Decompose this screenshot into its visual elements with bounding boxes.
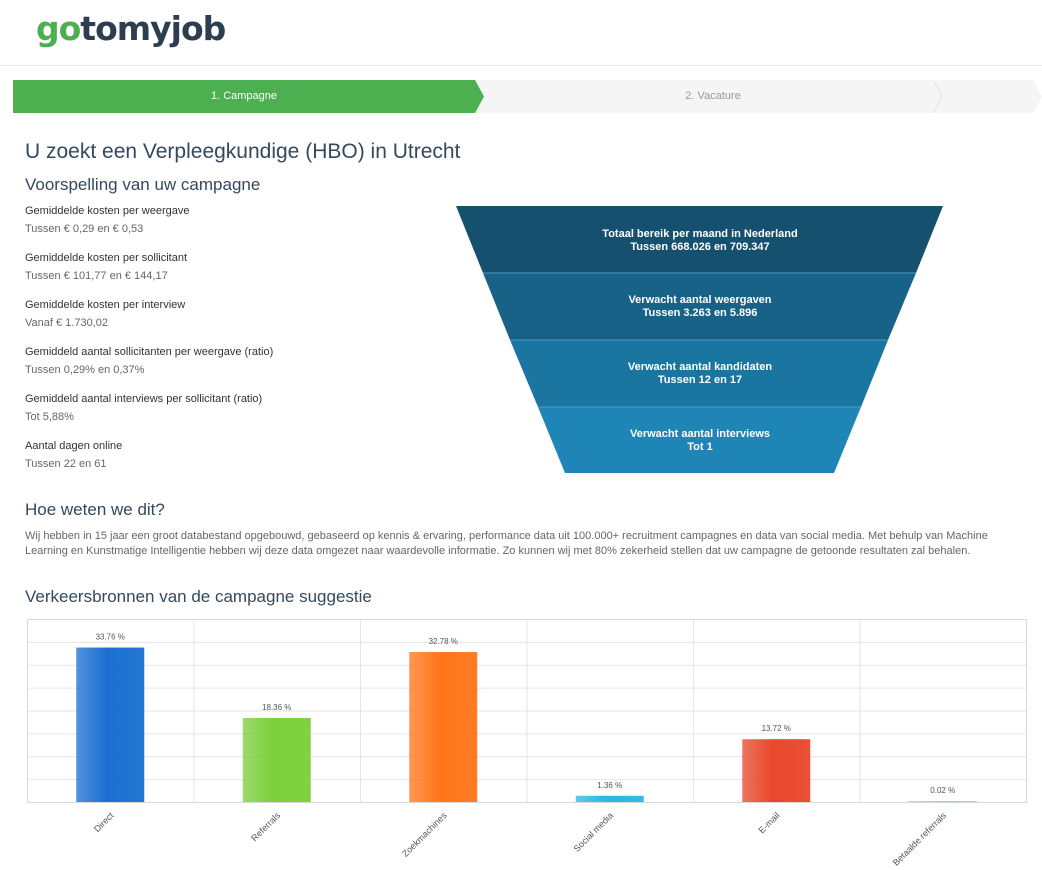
data-label: 32.78 %: [429, 637, 458, 646]
data-label: 18.36 %: [262, 703, 291, 712]
step-vacature[interactable]: 2. Vacature: [685, 90, 741, 102]
stat-label: Gemiddeld aantal sollicitanten per weerg…: [25, 346, 274, 358]
traffic-heading: Verkeersbronnen van de campagne suggesti…: [25, 587, 372, 606]
stat-applicants-ratio: Gemiddeld aantal sollicitanten per weerg…: [25, 346, 425, 376]
stat-interviews-ratio: Gemiddeld aantal interviews per sollicit…: [25, 393, 425, 423]
stat-label: Gemiddelde kosten per sollicitant: [25, 252, 188, 264]
step-campagne[interactable]: 1. Campagne: [210, 90, 278, 102]
stat-label: Gemiddelde kosten per weergave: [25, 205, 190, 217]
x-tick-label: Social media: [572, 810, 616, 854]
stat-value: Tussen € 101,77 en € 144,17: [25, 270, 168, 282]
progress-steps: 1. Campagne 2. Vacature: [13, 80, 1042, 113]
bar-betaalde-referrals[interactable]: [908, 801, 977, 802]
about-text: Wij hebben in 15 jaar een groot databest…: [25, 530, 988, 557]
x-tick-label: Zoekmachines: [400, 810, 449, 859]
funnel-text-views: Verwacht aantal weergaven Tussen 3.263 e…: [550, 294, 850, 320]
logo-go: go: [36, 9, 81, 48]
x-tick-label: Betaalde referrals: [891, 810, 949, 868]
funnel-text-interviews: Verwacht aantal interviews Tot 1: [550, 428, 850, 454]
funnel-line2: Tussen 3.263 en 5.896: [642, 307, 758, 319]
stat-cost-per-applicant: Gemiddelde kosten per sollicitant Tussen…: [25, 252, 425, 282]
stat-value: Vanaf € 1.730,02: [25, 317, 108, 329]
bar-referrals[interactable]: [242, 718, 311, 802]
page-title: U zoekt een Verpleegkundige (HBO) in Utr…: [25, 140, 461, 163]
stat-value: Tussen 22 en 61: [25, 458, 107, 470]
about-heading: Hoe weten we dit?: [25, 500, 165, 519]
funnel-line1: Verwacht aantal interviews: [629, 428, 770, 440]
logo[interactable]: gotomyjob: [36, 9, 226, 48]
logo-rest: tomyjob: [80, 9, 226, 48]
x-tick-label: Referrals: [249, 810, 282, 843]
funnel-line1: Verwacht aantal weergaven: [628, 294, 772, 306]
forecast-funnel: Totaal bereik per maand in Nederland Tus…: [456, 206, 944, 474]
stat-cost-per-view: Gemiddelde kosten per weergave Tussen € …: [25, 205, 425, 235]
funnel-text-candidates: Verwacht aantal kandidaten Tussen 12 en …: [550, 361, 850, 387]
traffic-chart: 33.76 % Direct 18.36 % Referrals 32.78 % Zoek…: [27, 619, 1027, 869]
stat-cost-per-interview: Gemiddelde kosten per interview Vanaf € …: [25, 299, 425, 329]
header: gotomyjob: [0, 0, 1042, 66]
bar-social-media[interactable]: [575, 795, 644, 802]
funnel-text-reach: Totaal bereik per maand in Nederland Tus…: [550, 228, 850, 254]
steps-background: [13, 80, 1042, 113]
funnel-line2: Tussen 668.026 en 709.347: [630, 241, 770, 253]
forecast-heading: Voorspelling van uw campagne: [25, 175, 261, 194]
data-label: 1.36 %: [597, 781, 622, 790]
stat-days-online: Aantal dagen online Tussen 22 en 61: [25, 440, 425, 470]
data-label: 33.76 %: [96, 633, 125, 642]
stat-value: Tot 5,88%: [25, 411, 74, 423]
funnel-line2: Tussen 12 en 17: [657, 374, 743, 386]
data-label: 13.72 %: [762, 724, 791, 733]
bar-e-mail[interactable]: [742, 739, 811, 802]
funnel-line2: Tot 1: [687, 441, 713, 453]
x-tick-label: Direct: [92, 810, 116, 834]
funnel-line1: Totaal bereik per maand in Nederland: [602, 228, 798, 240]
funnel-shape: [456, 206, 943, 473]
bar-zoekmachines[interactable]: [409, 652, 478, 802]
stat-label: Aantal dagen online: [25, 440, 123, 452]
stat-label: Gemiddelde kosten per interview: [25, 299, 186, 311]
stat-value: Tussen 0,29% en 0,37%: [25, 364, 145, 376]
bar-direct[interactable]: [76, 647, 145, 802]
funnel-segment-candidates: [510, 340, 888, 407]
funnel-segment-reach: [456, 206, 943, 273]
funnel-line1: Verwacht aantal kandidaten: [627, 361, 773, 373]
x-tick-label: E-mail: [757, 810, 782, 835]
traffic-chart-svg: 33.76 % Direct 18.36 % Referrals 32.78 % Zoek…: [27, 619, 1027, 868]
funnel-segment-views: [483, 273, 916, 340]
data-label: 0.02 %: [930, 786, 955, 795]
funnel-segment-interviews: [538, 407, 861, 473]
stat-label: Gemiddeld aantal interviews per sollicit…: [25, 393, 263, 405]
stat-value: Tussen € 0,29 en € 0,53: [25, 223, 144, 235]
